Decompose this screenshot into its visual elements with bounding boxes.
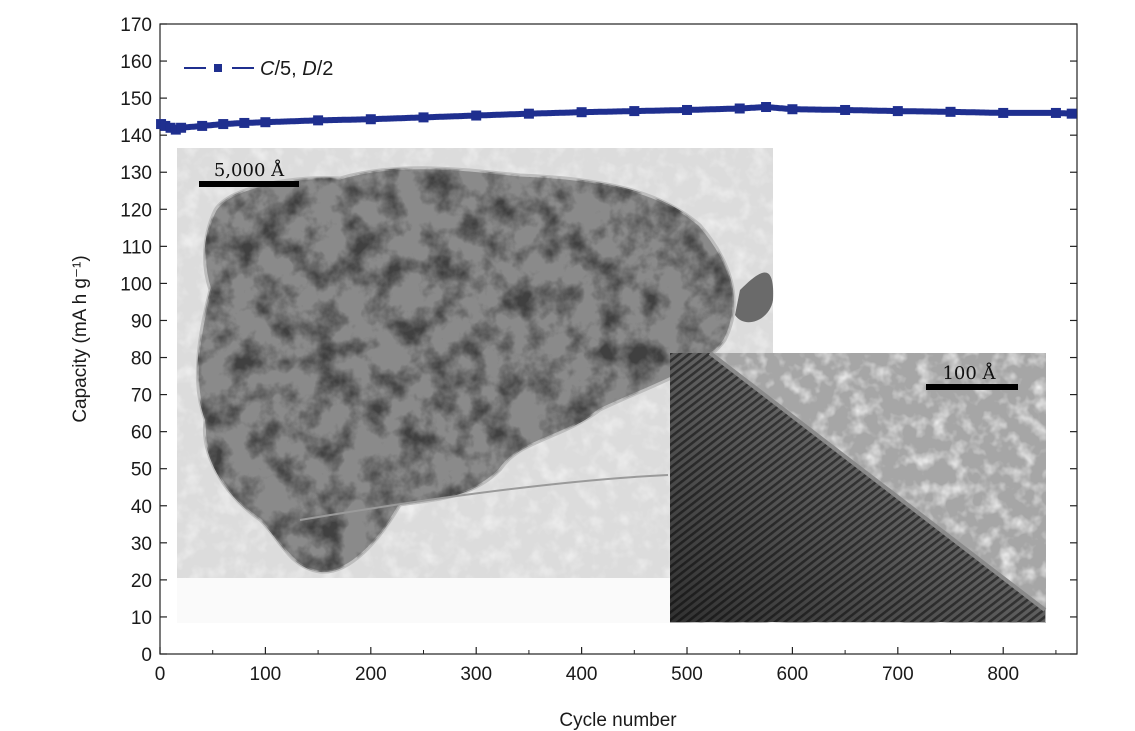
y-tick-label: 100 [120, 274, 152, 295]
data-point [840, 105, 850, 115]
x-axis-title: Cycle number [559, 710, 677, 731]
data-point [577, 107, 587, 117]
inset-hrtem-lattice [670, 353, 1046, 623]
data-point [239, 118, 249, 128]
data-point [682, 105, 692, 115]
y-tick-label: 40 [131, 497, 152, 518]
x-axis: 0 100 200 300 400 500 600 700 800 [155, 647, 1056, 685]
data-point [1067, 109, 1077, 119]
legend-label-d: D [302, 58, 316, 80]
y-tick-label: 90 [131, 311, 152, 332]
y-tick-label: 150 [120, 89, 152, 110]
y-tick-label: 70 [131, 386, 152, 407]
x-tick-label: 100 [250, 664, 282, 685]
x-tick-label: 300 [460, 664, 492, 685]
x-tick-label: 700 [882, 664, 914, 685]
data-point [419, 112, 429, 122]
y-tick-label: 50 [131, 460, 152, 481]
y-tick-label: 140 [120, 126, 152, 147]
data-point [313, 115, 323, 125]
y-tick-label: 120 [120, 200, 152, 221]
y-tick-label: 110 [122, 237, 152, 258]
data-point [735, 103, 745, 113]
x-tick-label: 0 [155, 664, 166, 685]
scale-bar-large: 5,000 Å [199, 159, 299, 187]
data-point [471, 111, 481, 121]
inset-gap [177, 578, 670, 623]
data-point [197, 121, 207, 131]
data-point [218, 119, 228, 129]
data-point [761, 102, 771, 112]
legend-label-c: C [260, 58, 275, 80]
data-point [176, 123, 186, 133]
y-tick-label: 60 [131, 423, 152, 444]
data-point [998, 108, 1008, 118]
legend-label-rate: /5, [274, 58, 302, 80]
y-tick-label: 0 [141, 645, 152, 666]
data-point [1051, 108, 1061, 118]
y-tick-label: 170 [120, 15, 152, 36]
y-axis-title: Capacity (mA h g⁻¹) [70, 255, 91, 422]
legend-label-rate2: /2 [317, 58, 334, 80]
y-tick-label: 160 [120, 52, 152, 73]
data-point [260, 117, 270, 127]
series-line [161, 107, 1072, 130]
x-tick-label: 600 [777, 664, 809, 685]
y-tick-label: 10 [131, 608, 152, 629]
y-tick-label: 80 [131, 349, 152, 370]
x-tick-label: 200 [355, 664, 387, 685]
scale-bar-large-label: 5,000 Å [214, 159, 285, 181]
x-tick-label: 800 [987, 664, 1019, 685]
series-c5-d2 [156, 102, 1077, 135]
data-point [787, 104, 797, 114]
data-point [524, 109, 534, 119]
data-point [946, 107, 956, 117]
legend-marker [214, 64, 222, 72]
data-point [629, 106, 639, 116]
y-tick-label: 130 [120, 163, 152, 184]
legend-label: C/5, D/2 [260, 58, 333, 80]
y-tick-label: 20 [131, 571, 152, 592]
x-tick-label: 400 [566, 664, 598, 685]
x-tick-label: 500 [671, 664, 703, 685]
y-tick-label: 30 [131, 534, 152, 555]
legend: C/5, D/2 [184, 58, 333, 80]
scale-bar-small-label: 100 Å [942, 362, 996, 384]
data-point [366, 114, 376, 124]
data-point [893, 106, 903, 116]
